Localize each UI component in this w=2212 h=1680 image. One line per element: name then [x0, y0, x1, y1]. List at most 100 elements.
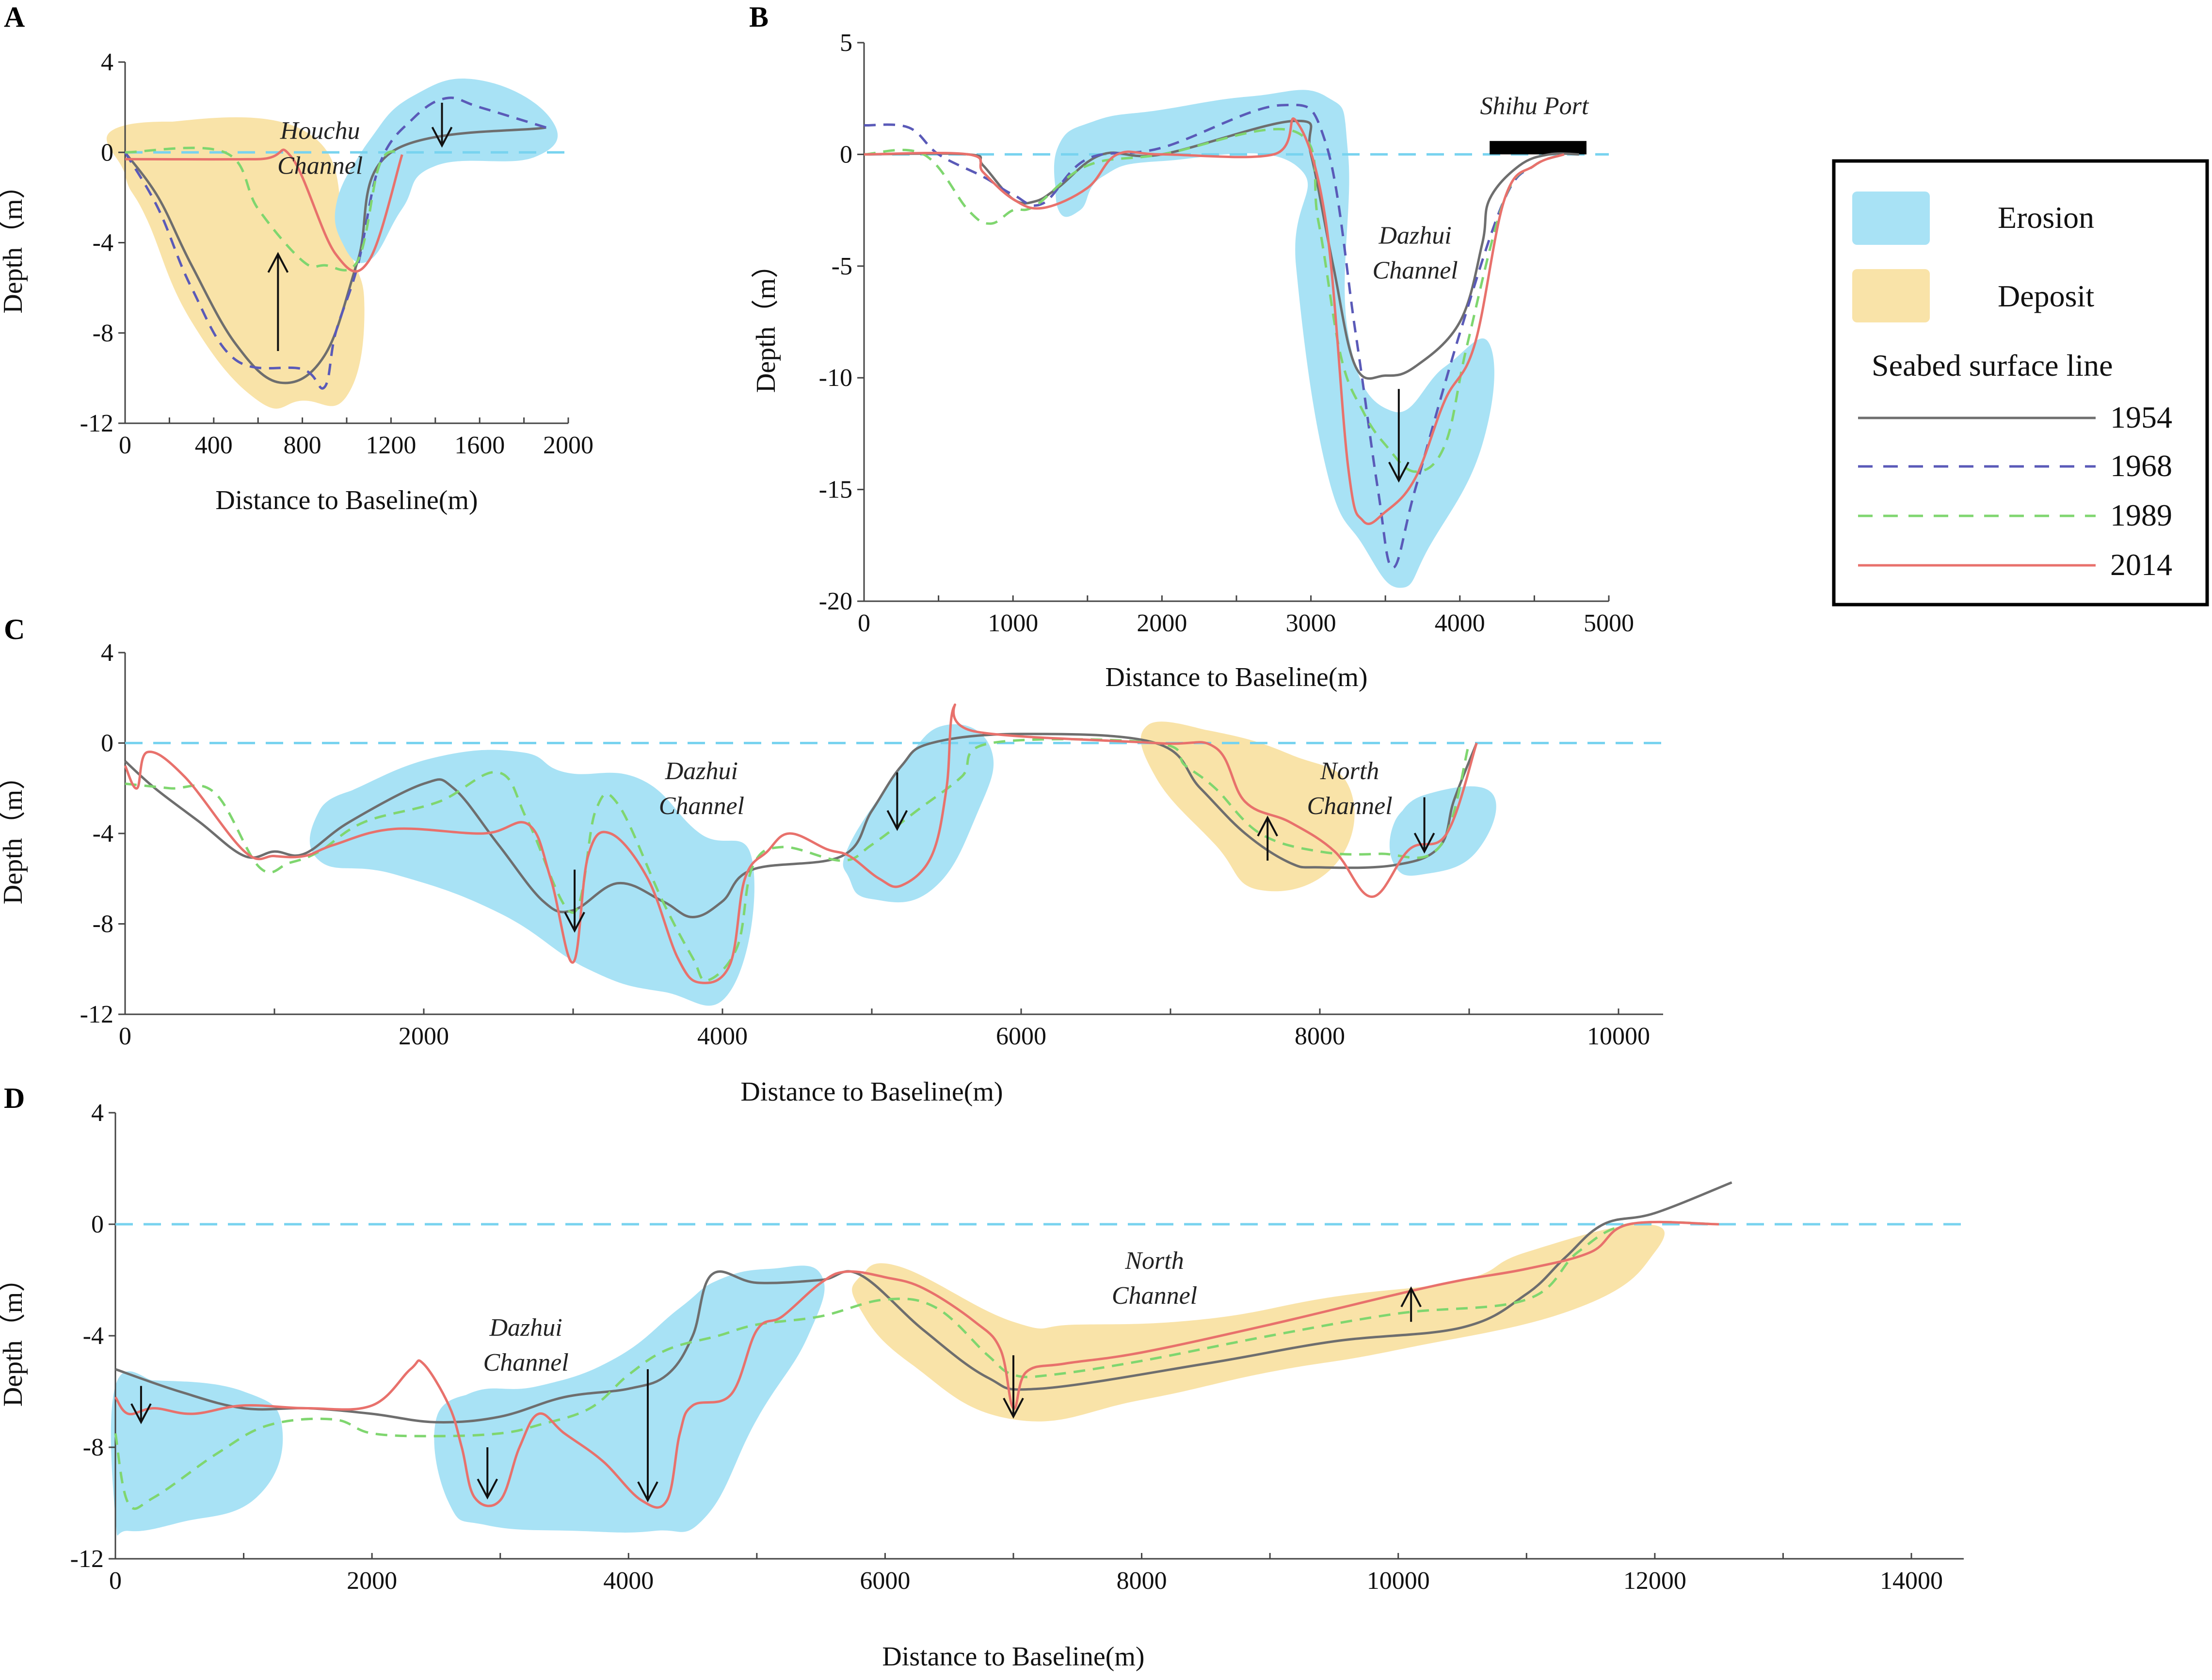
panel-a-x-tick-label: 1200	[366, 432, 416, 459]
panel-c-y-axis-label: Depth（m）	[0, 763, 28, 904]
panel-c-annotation-line: North	[1320, 757, 1379, 785]
panel-d-x-tick-label: 4000	[603, 1567, 654, 1595]
legend-seabed-title: Seabed surface line	[1872, 348, 2113, 383]
panel-c-x-tick-label: 6000	[996, 1023, 1046, 1050]
panel-c-x-tick-label: 4000	[697, 1023, 748, 1050]
panel-b-series-1968	[864, 103, 1565, 569]
panel-c-series-1989	[125, 738, 1471, 982]
panel-c-y-tick-label: -4	[93, 820, 113, 848]
panel-a-arrow-head-0	[267, 252, 289, 273]
panel-letter-c: C	[4, 613, 25, 645]
panel-a-y-tick-label: 0	[101, 139, 113, 166]
panel-b-y-tick-label: -5	[832, 253, 852, 280]
panel-d-series-1989	[114, 1220, 1719, 1510]
panel-c-x-tick-label: 10000	[1587, 1023, 1650, 1050]
panel-d-arrow-head-2	[637, 1481, 658, 1503]
panel-a-series-2014	[125, 148, 403, 273]
panel-a-series-1989	[125, 146, 403, 272]
panel-d-erosion-region-1	[434, 1265, 825, 1533]
panel-d-series-2014	[114, 1220, 1719, 1509]
panel-b-arrow-head-0	[1388, 462, 1410, 483]
panel-c-y-tick-label: -8	[93, 911, 113, 938]
panel-c-series-2014	[124, 703, 1478, 984]
panel-a-x-tick-label: 0	[119, 432, 131, 459]
panel-a-arrow-head-1	[431, 127, 453, 148]
panel-letter-d: D	[4, 1082, 25, 1114]
panel-b-x-tick-label: 1000	[988, 609, 1038, 637]
legend-erosion-label: Erosion	[1998, 200, 2094, 235]
legend-label-1968: 1968	[2110, 448, 2172, 483]
panel-c-annotation-0: Dazhui Channel	[659, 757, 744, 820]
panel-b-annotation-1: Shihu Port	[1480, 92, 1589, 120]
panel-d-annotation-line: Dazhui	[489, 1314, 562, 1342]
panel-c-erosion-region-1	[843, 724, 994, 903]
panel-c: 40-4-8-120 2000 4000 6000 8000 10000Distance …	[0, 639, 1663, 1107]
panel-b-port-bar	[1490, 141, 1587, 155]
panel-a-x-tick-label: 1600	[454, 432, 505, 459]
panel-d-arrow-head-3	[1003, 1397, 1024, 1419]
panel-b-y-tick-label: 5	[840, 29, 852, 57]
panel-d-x-tick-label: 14000	[1880, 1567, 1943, 1595]
panel-d-series-1954	[115, 1181, 1732, 1424]
legend-deposit-swatch	[1852, 269, 1930, 322]
panel-a-annotation-0: Houchu Channel	[277, 117, 363, 179]
panel-b-series-1989	[864, 128, 1565, 473]
panel-d-annotation-0: Dazhui Channel	[483, 1314, 569, 1376]
panel-c-y-tick-label: -12	[80, 1001, 113, 1028]
panel-b-annotation-line: Dazhui	[1378, 222, 1452, 250]
panel-a-x-tick-label: 800	[284, 432, 321, 459]
panel-d-y-tick-label: -4	[83, 1322, 104, 1350]
panel-d-x-tick-label: 2000	[347, 1567, 397, 1595]
panel-d-arrow-head-1	[477, 1478, 498, 1500]
panel-d-x-tick-label: 0	[109, 1567, 122, 1595]
panel-d-y-tick-label: -12	[70, 1545, 104, 1573]
panel-a-y-tick-label: 4	[101, 48, 113, 76]
panel-b-erosion-region-0	[1054, 90, 1494, 588]
panel-c-x-tick-label: 8000	[1295, 1023, 1345, 1050]
panel-c-arrow-head-0	[564, 912, 585, 933]
panel-b-x-tick-label: 3000	[1286, 609, 1336, 637]
panel-c-deposit-region-2	[1140, 721, 1355, 892]
panel-d-x-tick-label: 12000	[1623, 1567, 1686, 1595]
panel-b-y-axis-label: Depth（m）	[751, 251, 781, 393]
panel-b-y-tick-label: -20	[819, 588, 852, 615]
panel-b-y-tick-label: -15	[819, 476, 852, 504]
panel-c-erosion-region-3	[1389, 786, 1496, 876]
panel-d-x-tick-label: 8000	[1117, 1567, 1167, 1595]
panel-a-x-tick-label: 400	[195, 432, 233, 459]
panel-c-arrow-head-2	[1257, 816, 1278, 837]
panel-b-annotation-line: Channel	[1373, 257, 1458, 285]
panel-d-deposit-region-2	[852, 1224, 1665, 1422]
panel-b-x-tick-label: 0	[858, 609, 870, 637]
panel-a-series-1968	[124, 96, 547, 390]
panel-c-annotation-line: Dazhui	[665, 757, 738, 785]
panel-d-y-tick-label: 0	[91, 1211, 104, 1238]
legend-label-1954: 1954	[2110, 400, 2172, 434]
legend: Erosion Deposit Seabed surface line 1954…	[1832, 159, 2209, 607]
panel-d-annotation-line: Channel	[483, 1349, 569, 1376]
panel-d-arrow-head-4	[1400, 1286, 1422, 1308]
panel-a-deposit-region-0	[106, 117, 365, 409]
legend-label-2014: 2014	[2110, 547, 2172, 582]
panel-c-x-axis-label: Distance to Baseline(m)	[740, 1077, 1003, 1107]
panel-c-arrow-head-1	[886, 810, 908, 831]
panel-d: 40-4-8-120 2000 4000 6000 8000 10000 12000 1400…	[0, 1099, 1964, 1672]
panel-c-annotation-line: Channel	[659, 792, 744, 820]
panel-d-y-tick-label: -8	[83, 1434, 104, 1461]
panel-c-erosion-region-0	[309, 750, 754, 1006]
legend-label-1989: 1989	[2110, 498, 2172, 532]
panel-c-x-tick-label: 0	[119, 1023, 131, 1050]
panel-b-y-tick-label: -10	[819, 364, 852, 392]
panel-a-annotation-line: Channel	[277, 152, 363, 179]
panel-a-y-tick-label: -12	[80, 410, 113, 437]
panel-d-y-tick-label: 4	[91, 1099, 104, 1127]
panel-b: 50-5-10-15-200 1000 2000 3000 4000 5000Distan…	[751, 29, 1634, 692]
panel-d-annotation-line: North	[1124, 1247, 1184, 1275]
panel-a-y-axis-label: Depth（m）	[0, 172, 28, 313]
panel-d-x-axis-label: Distance to Baseline(m)	[882, 1642, 1144, 1672]
panel-c-y-tick-label: 0	[101, 730, 113, 757]
panel-b-annotation-0: Dazhui Channel	[1373, 222, 1458, 285]
panel-a-x-axis-label: Distance to Baseline(m)	[215, 485, 478, 515]
panel-letter-b: B	[749, 1, 769, 33]
